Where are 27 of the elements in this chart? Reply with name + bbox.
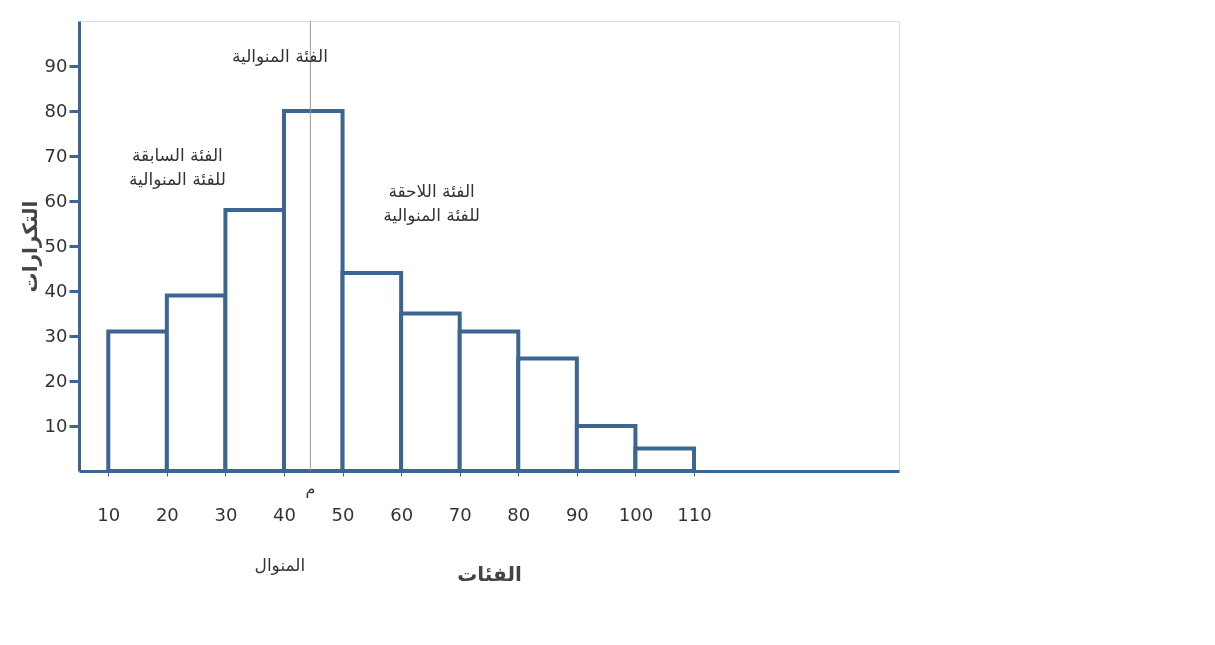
annotation: الفئة المنوالية bbox=[231, 46, 328, 66]
y-axis-title: التكرارات bbox=[17, 200, 42, 293]
annotation: الفئة السابقة للفئة المنوالية bbox=[128, 145, 226, 189]
y-tick-label: 40 bbox=[44, 279, 68, 301]
y-tick-label: 90 bbox=[44, 54, 68, 76]
x-tick-label: 40 bbox=[273, 503, 296, 525]
y-tick-label: 80 bbox=[44, 99, 68, 121]
x-tick-label: 80 bbox=[507, 503, 531, 525]
x-tick-label: 60 bbox=[390, 503, 414, 525]
y-tick-label: 70 bbox=[44, 144, 68, 166]
y-tick-label: 50 bbox=[44, 234, 68, 256]
x-tick-label: 20 bbox=[155, 503, 179, 525]
x-tick-label: 110 bbox=[677, 503, 712, 525]
x-axis-title: الفئات bbox=[457, 561, 522, 586]
y-tick-label: 60 bbox=[44, 189, 68, 211]
x-tick-label: 90 bbox=[565, 503, 589, 525]
x-tick-label: 30 bbox=[214, 503, 238, 525]
x-tick-label: 100 bbox=[618, 503, 654, 525]
ref-line-label: م bbox=[305, 479, 316, 498]
x-tick-label: 70 bbox=[448, 503, 472, 525]
x-tick-label: 50 bbox=[331, 503, 355, 525]
y-tick-label: 20 bbox=[44, 369, 68, 391]
text: المنوال bbox=[254, 554, 306, 575]
y-tick-label: 30 bbox=[44, 324, 68, 346]
x-tick-label: 10 bbox=[97, 503, 121, 525]
annotation: الفئة اللاحقة للفئة المنوالية bbox=[383, 181, 481, 225]
y-tick-label: 10 bbox=[44, 414, 68, 436]
